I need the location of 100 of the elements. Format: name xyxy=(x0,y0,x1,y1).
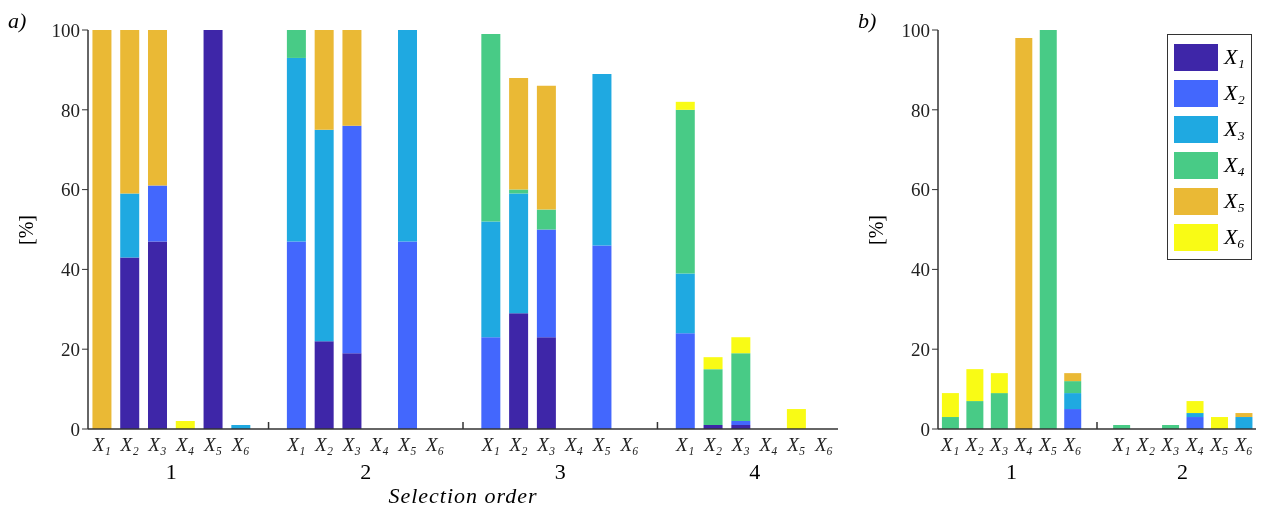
bar xyxy=(509,193,529,314)
x-tick-label: X₂ xyxy=(702,434,723,455)
bar xyxy=(1039,30,1057,429)
x-tick-label: X₅ xyxy=(397,434,417,455)
y-tick-label: 20 xyxy=(911,338,930,360)
bar xyxy=(92,30,112,429)
x-tick-label: X₆ xyxy=(230,434,250,455)
x-tick-label: X₄ xyxy=(369,434,389,455)
bar xyxy=(314,129,334,342)
bar xyxy=(731,337,751,354)
x-tick-label: X₅ xyxy=(786,434,806,455)
bar xyxy=(398,241,417,429)
bar xyxy=(592,245,612,429)
text: 2 xyxy=(1177,459,1189,485)
bar xyxy=(481,337,501,429)
bar xyxy=(675,333,695,429)
y-tick-label: 0 xyxy=(920,418,930,440)
bar xyxy=(731,421,751,426)
bar xyxy=(509,313,529,429)
bar xyxy=(1186,417,1204,429)
bar xyxy=(148,185,167,242)
y-tick-label: 60 xyxy=(911,179,930,201)
text: 2 xyxy=(360,459,372,485)
y-tick-label: 0 xyxy=(70,418,80,440)
bar xyxy=(990,373,1008,394)
x-tick-label: X₃ xyxy=(989,434,1009,455)
x-tick-label: X₁ xyxy=(91,434,111,455)
text: 3 xyxy=(554,459,566,485)
x-tick-label: X₄ xyxy=(564,434,584,455)
bar xyxy=(120,193,140,258)
y-axis-title: [%] xyxy=(15,214,39,245)
chart-title: b) xyxy=(858,8,877,34)
y-tick-label: 80 xyxy=(61,99,80,121)
x-tick-label: X₅ xyxy=(1037,434,1058,455)
x-tick-label: X₆ xyxy=(1233,434,1253,455)
text: 1 xyxy=(165,459,177,485)
bar xyxy=(536,337,556,429)
bar xyxy=(1064,409,1082,429)
x-tick-label: X₄ xyxy=(758,434,778,455)
bar xyxy=(1064,373,1082,382)
bar xyxy=(941,417,959,429)
y-tick-label: 100 xyxy=(901,19,930,41)
bar xyxy=(148,30,167,186)
bar xyxy=(703,369,723,426)
bar xyxy=(1235,417,1253,429)
x-tick-label: X₁ xyxy=(675,434,695,455)
bar xyxy=(1015,37,1033,429)
bar xyxy=(342,30,362,126)
text: 4 xyxy=(749,459,761,485)
bar xyxy=(120,30,140,194)
x-tick-label: X₄ xyxy=(175,434,195,455)
bar xyxy=(675,101,695,110)
bar xyxy=(120,257,140,429)
bar xyxy=(536,209,556,230)
x-tick-label: X₃ xyxy=(536,434,556,455)
bar xyxy=(286,57,306,242)
bar xyxy=(786,409,806,429)
legend-label: X₂ xyxy=(1223,80,1245,106)
bar xyxy=(675,109,695,274)
x-tick-label: X₃ xyxy=(730,434,750,455)
bar xyxy=(148,241,167,429)
x-tick-label: X₂ xyxy=(508,434,529,455)
y-tick-label: 80 xyxy=(911,99,930,121)
bar xyxy=(286,30,306,58)
x-tick-label: X₃ xyxy=(1160,434,1180,455)
y-tick-label: 100 xyxy=(51,19,80,41)
chart-title: a) xyxy=(8,8,27,34)
x-tick-label: X₂ xyxy=(1135,434,1156,455)
bar xyxy=(342,353,362,429)
bar xyxy=(286,241,306,429)
x-tick-label: X₆ xyxy=(425,434,445,455)
x-tick-label: X₂ xyxy=(119,434,140,455)
text: 1 xyxy=(1005,459,1017,485)
x-tick-label: X₆ xyxy=(814,434,834,455)
bar xyxy=(990,393,1008,429)
bar xyxy=(675,273,695,334)
bar xyxy=(481,221,501,338)
bar xyxy=(536,229,556,338)
x-tick-label: X₄ xyxy=(1013,434,1033,455)
bar xyxy=(314,341,334,429)
x-tick-label: X₁ xyxy=(1111,434,1131,455)
x-tick-label: X₄ xyxy=(1184,434,1204,455)
bar xyxy=(1186,413,1204,418)
x-tick-label: X₁ xyxy=(286,434,306,455)
x-axis-title: Selection order xyxy=(388,483,538,509)
legend-label: X₃ xyxy=(1223,116,1245,142)
bar xyxy=(592,73,612,246)
x-tick-label: X₂ xyxy=(964,434,985,455)
x-tick-label: X₅ xyxy=(1209,434,1229,455)
y-tick-label: 20 xyxy=(61,338,80,360)
bar xyxy=(203,30,223,429)
x-tick-label: X₅ xyxy=(591,434,611,455)
legend-label: X₁ xyxy=(1223,44,1245,70)
x-tick-label: X₁ xyxy=(480,434,500,455)
legend-label: X₅ xyxy=(1223,188,1245,214)
x-tick-label: X₆ xyxy=(619,434,639,455)
y-axis-title: [%] xyxy=(865,214,889,245)
bar xyxy=(1064,381,1082,394)
legend-label: X₄ xyxy=(1223,152,1245,178)
y-tick-label: 60 xyxy=(61,179,80,201)
